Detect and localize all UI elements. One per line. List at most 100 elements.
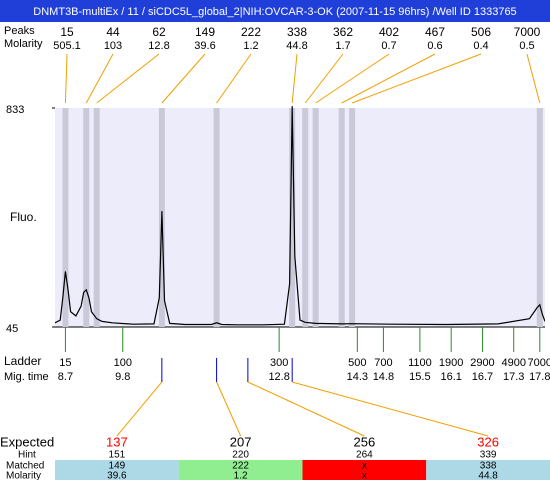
peak-molarity: 12.8 — [148, 40, 169, 52]
expected-value: 326 — [477, 434, 499, 449]
peak-molarity: 103 — [104, 40, 122, 52]
row-label: Matched — [6, 461, 44, 472]
peak-connector — [96, 53, 160, 104]
y-tick-label: 45 — [6, 323, 18, 335]
expected-value: 207 — [230, 434, 252, 449]
hint-value: 220 — [232, 450, 249, 461]
ladder-time: 8.7 — [58, 371, 73, 383]
peak-connector — [161, 53, 206, 104]
peak-molarity: 0.7 — [381, 40, 396, 52]
peak-band — [302, 108, 309, 327]
peak-band — [83, 108, 90, 327]
expected-connector — [216, 381, 242, 437]
hint-value: 339 — [480, 450, 497, 461]
peak-connector — [291, 53, 298, 104]
ladder-size: 7000 — [528, 357, 550, 369]
peak-molarity: 1.2 — [243, 40, 258, 52]
ladder-time: 9.8 — [115, 371, 130, 383]
peak-size: 467 — [425, 25, 445, 39]
matched-value: 222 — [232, 461, 249, 472]
matched-value: 149 — [109, 461, 126, 472]
ladder-size: 700 — [374, 357, 392, 369]
row-label: Expected — [0, 434, 54, 449]
peak-band — [213, 108, 220, 327]
ladder-time: 17.8 — [529, 371, 550, 383]
peak-size: 506 — [471, 25, 491, 39]
ladder-size: 15 — [59, 357, 71, 369]
mig-time-label: Mig. time — [4, 371, 49, 383]
peak-label: Peaks — [4, 25, 35, 37]
molarity-value: 39.6 — [107, 471, 127, 480]
ladder-time: 14.3 — [347, 371, 368, 383]
ladder-size: 1100 — [408, 357, 432, 369]
ladder-time: 15.5 — [409, 371, 430, 383]
hint-value: 151 — [109, 450, 126, 461]
peak-molarity: 505.1 — [53, 40, 81, 52]
peak-size: 15 — [60, 25, 74, 39]
expected-connector — [292, 381, 489, 437]
peak-molarity: 0.5 — [519, 40, 534, 52]
peak-band — [312, 108, 319, 327]
ladder-size: 300 — [270, 357, 288, 369]
peak-connector — [64, 53, 68, 104]
ladder-time: 12.8 — [268, 371, 289, 383]
peak-molarity: 1.7 — [335, 40, 350, 52]
peak-band — [349, 108, 356, 327]
expected-connector — [116, 381, 163, 437]
matched-cell — [55, 460, 179, 480]
molarity-value: x — [362, 471, 367, 480]
peak-size: 362 — [333, 25, 353, 39]
hint-value: 264 — [356, 450, 373, 461]
peak-band — [338, 108, 345, 327]
matched-cell — [302, 460, 427, 480]
ladder-time: 16.1 — [440, 371, 461, 383]
peak-band — [289, 108, 296, 327]
peak-band — [536, 108, 543, 327]
trace-group — [55, 106, 545, 326]
peak-molarity: 39.6 — [194, 40, 215, 52]
matched-value: x — [362, 461, 367, 472]
ladder-time: 17.3 — [503, 371, 524, 383]
ladder-size: 4900 — [501, 357, 525, 369]
matched-cell — [178, 460, 303, 480]
peak-connector — [315, 53, 390, 104]
peak-molarity: 44.8 — [286, 40, 307, 52]
expected-value: 256 — [354, 434, 376, 449]
peak-molarity: 0.6 — [427, 40, 442, 52]
peak-connector — [85, 53, 114, 104]
expected-value: 137 — [106, 434, 128, 449]
peak-size: 7000 — [514, 25, 541, 39]
y-tick-label: 833 — [6, 104, 24, 116]
trace — [55, 106, 545, 326]
peak-size: 402 — [379, 25, 399, 39]
matched-cell — [426, 460, 550, 480]
peak-size: 149 — [195, 25, 215, 39]
peak-molarity: 0.4 — [473, 40, 488, 52]
molarity-label: Molarity — [4, 38, 43, 50]
ladder-size: 1900 — [439, 357, 463, 369]
ladder-size: 2900 — [470, 357, 494, 369]
ladder-time: 14.8 — [373, 371, 394, 383]
peak-connector — [351, 53, 482, 104]
peak-connector — [526, 53, 541, 104]
row-label: Hint — [18, 450, 36, 461]
ladder-size: 500 — [348, 357, 366, 369]
peak-band — [93, 108, 100, 327]
plot-area — [55, 108, 545, 327]
ladder-time: 16.7 — [472, 371, 493, 383]
ladder-label: Ladder — [4, 354, 41, 368]
peak-connector — [216, 53, 252, 104]
ladder-size: 100 — [114, 357, 132, 369]
title: DNMT3B-multiEx / 11 / siCDC5L_global_2|N… — [33, 6, 516, 18]
row-label: Molarity — [6, 471, 41, 480]
y-label: Fluo. — [10, 210, 37, 224]
molarity-value: 44.8 — [478, 471, 498, 480]
peak-size: 44 — [106, 25, 120, 39]
peak-connector — [304, 53, 344, 104]
title-bar — [0, 0, 550, 22]
peak-size: 338 — [287, 25, 307, 39]
peak-size: 62 — [152, 25, 166, 39]
expected-connector — [247, 381, 365, 437]
peak-band — [62, 108, 69, 327]
